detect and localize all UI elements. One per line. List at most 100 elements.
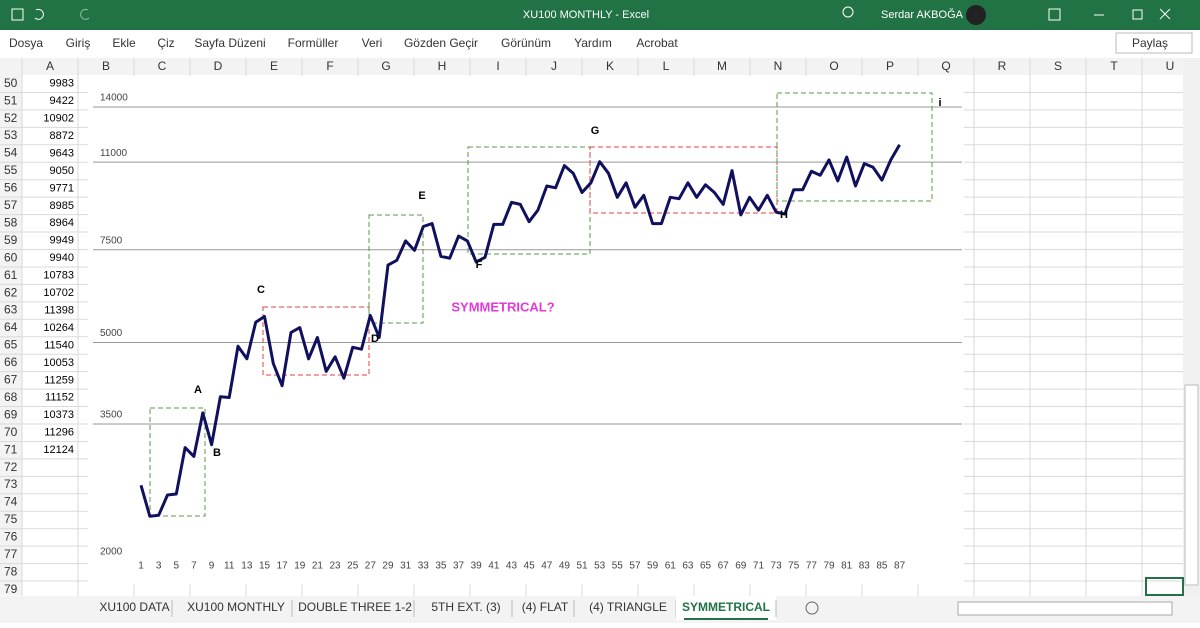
x-tick-label: 75: [788, 561, 800, 572]
column-header: G: [381, 59, 390, 73]
dashed-box: [467, 146, 591, 255]
row-header-bg: [0, 75, 22, 595]
row-number: 65: [4, 338, 18, 352]
dashed-box: [776, 92, 933, 202]
x-tick-label: 13: [241, 561, 253, 572]
cell-value: 12124: [43, 444, 74, 456]
search-icon[interactable]: [842, 6, 854, 18]
row-number: 63: [4, 303, 18, 317]
share-label[interactable]: Paylaş: [1132, 36, 1168, 50]
sheet-tab[interactable]: SYMMETRICAL: [682, 600, 770, 614]
data-line: [139, 143, 901, 518]
column-header: C: [158, 59, 167, 73]
x-tick-label: 59: [647, 561, 659, 572]
ribbon-tab[interactable]: Çiz: [157, 36, 174, 50]
annotation: E: [418, 190, 425, 202]
selected-cell[interactable]: [1145, 577, 1184, 596]
y-tick-label: 7500: [100, 235, 123, 246]
sheet-tab[interactable]: DOUBLE THREE 1-2: [298, 600, 412, 614]
cell-value: 9422: [50, 95, 74, 107]
row-number: 71: [4, 442, 18, 456]
row-number: 50: [4, 76, 18, 90]
row-number: 51: [4, 93, 18, 107]
cell-value: 11540: [44, 339, 74, 351]
x-tick-label: 61: [665, 561, 677, 572]
restore[interactable]: [1132, 9, 1143, 20]
scroll-thumb[interactable]: [1184, 384, 1199, 586]
x-tick-label: 57: [629, 561, 641, 572]
x-tick-label: 71: [753, 561, 765, 572]
column-header: S: [1054, 59, 1062, 73]
ribbon-tab[interactable]: Veri: [362, 36, 383, 50]
redo-icon[interactable]: [80, 8, 90, 20]
column-header: E: [270, 59, 278, 73]
ribbon-tab[interactable]: Dosya: [9, 36, 43, 50]
cell-value: 8872: [50, 130, 74, 142]
save-icon[interactable]: [11, 8, 24, 21]
y-tick-label: 14000: [100, 93, 128, 104]
cell-value: 9983: [50, 78, 74, 90]
cell-value: 11152: [45, 392, 74, 404]
title-bar: XU100 MONTHLY - Excel Serdar AKBOĞA: [0, 0, 1200, 30]
column-header: R: [998, 59, 1007, 73]
dashed-box: [589, 146, 778, 214]
close[interactable]: [1159, 8, 1171, 20]
x-tick-label: 17: [277, 561, 289, 572]
column-header: F: [326, 59, 333, 73]
row-number: 75: [4, 512, 18, 526]
ribbon-tab[interactable]: Giriş: [66, 36, 91, 50]
ribbon-display-icon[interactable]: [1048, 8, 1061, 21]
column-header: N: [774, 59, 783, 73]
x-tick-label: 69: [735, 561, 747, 572]
sheet-tab[interactable]: 5TH EXT. (3): [431, 600, 500, 614]
annotation: G: [591, 125, 600, 137]
row-number: 67: [4, 373, 18, 387]
dashed-box: [262, 306, 370, 376]
x-tick-label: 49: [559, 561, 571, 572]
cell-value: 11398: [44, 304, 74, 316]
row-number: 68: [4, 390, 18, 404]
ribbon-tab[interactable]: Ekle: [112, 36, 136, 50]
x-tick-label: 35: [435, 561, 447, 572]
share-button[interactable]: [1115, 32, 1193, 54]
column-header: H: [438, 59, 447, 73]
active-tab[interactable]: [676, 596, 776, 620]
y-tick-label: 5000: [100, 328, 123, 339]
ribbon-tab[interactable]: Sayfa Düzeni: [194, 36, 265, 50]
x-tick-label: 25: [347, 561, 359, 572]
column-header: D: [214, 59, 223, 73]
sheet-tab[interactable]: XU100 MONTHLY: [187, 600, 285, 614]
row-number: 76: [4, 530, 18, 544]
sheet-tab[interactable]: (4) TRIANGLE: [589, 600, 667, 614]
sheet-tab[interactable]: (4) FLAT: [522, 600, 569, 614]
row-number: 74: [4, 495, 18, 509]
sheet-tab[interactable]: XU100 DATA: [99, 600, 169, 614]
x-tick-label: 47: [541, 561, 553, 572]
ribbon-tab[interactable]: Görünüm: [501, 36, 551, 50]
x-tick-label: 11: [224, 561, 235, 572]
ribbon-tab[interactable]: Formüller: [288, 36, 339, 50]
avatar[interactable]: [966, 5, 986, 25]
ribbon-tab[interactable]: Acrobat: [636, 36, 678, 50]
ribbon: Paylaş Dosya Giriş Ekle Çiz Sayfa Düzeni Form…: [0, 30, 1200, 57]
row-number: 66: [4, 355, 18, 369]
x-tick-label: 55: [612, 561, 624, 572]
user-name[interactable]: Serdar AKBOĞA: [881, 8, 964, 21]
ribbon-tab[interactable]: Yardım: [574, 36, 612, 50]
cell-value: 9949: [50, 235, 74, 247]
annotation: H: [780, 209, 788, 221]
annotation: D: [371, 333, 379, 345]
column-header: L: [663, 59, 670, 73]
ribbon-tab[interactable]: Gözden Geçir: [404, 36, 478, 50]
dashed-box: [368, 214, 424, 324]
column-header: I: [496, 59, 499, 73]
column-header: T: [1110, 59, 1118, 73]
annotation: i: [938, 97, 941, 109]
row-number: 55: [4, 163, 18, 177]
undo-icon[interactable]: [34, 8, 44, 20]
add-sheet[interactable]: [805, 601, 819, 615]
column-header: Q: [941, 59, 950, 73]
cell-value: 9643: [50, 147, 74, 159]
horizontal-scrollbar[interactable]: [957, 601, 1173, 616]
row-number: 57: [4, 198, 18, 212]
